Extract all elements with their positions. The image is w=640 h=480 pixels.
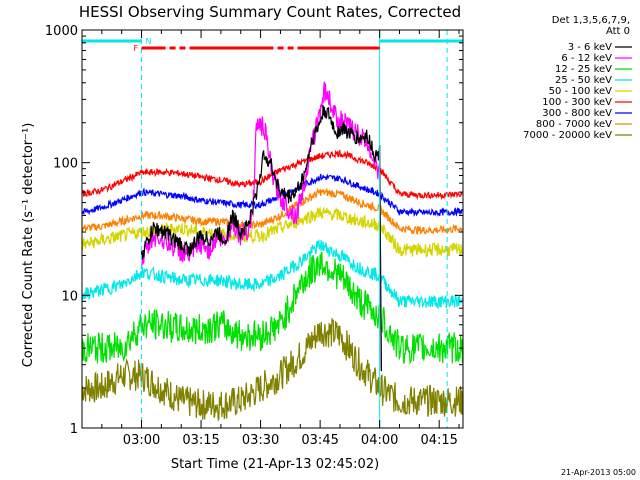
x-axis-label: Start Time (21-Apr-13 02:45:02) — [171, 457, 379, 472]
legend-label: 6 - 12 keV — [561, 53, 612, 64]
legend-label: 100 - 300 keV — [542, 97, 612, 108]
flag-label-f: F — [134, 44, 139, 53]
y-tick-label: 10 — [61, 289, 78, 304]
legend-label: 3 - 6 keV — [568, 42, 612, 53]
y-axis-label: Corrected Count Rate (s⁻¹ detector⁻¹) — [21, 123, 36, 368]
legend-label: 50 - 100 keV — [549, 86, 613, 97]
series-7000-20000-kev — [82, 318, 463, 422]
axis-layer: 03:00 03:15 03:30 03:45 04:00 04:15 1 10 100 1000 — [45, 24, 463, 448]
legend-label: 300 - 800 keV — [542, 108, 612, 119]
footer-date: 21-Apr-2013 05:00 — [561, 468, 636, 477]
attenuator-flags: NF — [82, 37, 463, 53]
series-12-25-kev — [82, 251, 463, 365]
series-layer — [82, 81, 463, 422]
flag-label-n: N — [146, 37, 152, 46]
legend-header: Att 0 — [606, 26, 630, 37]
series-300-800-kev — [82, 173, 463, 218]
x-tick-label: 03:45 — [301, 433, 338, 448]
series-800-7000-kev — [82, 187, 463, 236]
x-tick-label: 04:15 — [420, 433, 457, 448]
x-tick-label: 03:30 — [242, 433, 279, 448]
legend-label: 7000 - 20000 keV — [523, 130, 612, 141]
chart-title: HESSI Observing Summary Count Rates, Cor… — [79, 3, 461, 21]
legend-label: 800 - 7000 keV — [536, 119, 612, 130]
y-tick-label: 100 — [53, 157, 78, 172]
x-tick-label: 04:00 — [361, 433, 398, 448]
series-50-100-kev — [82, 206, 463, 258]
legend-label: 12 - 25 keV — [555, 64, 612, 75]
marker-layer — [141, 30, 448, 428]
legend-label: 25 - 50 keV — [555, 75, 612, 86]
x-tick-label: 03:15 — [182, 433, 219, 448]
legend-header: Det 1,3,5,6,7,9, — [552, 15, 630, 26]
plot-frame — [81, 29, 464, 429]
y-tick-label: 1 — [70, 422, 78, 437]
x-tick-label: 03:00 — [123, 433, 160, 448]
series-25-50-kev — [82, 238, 463, 310]
y-tick-label: 1000 — [45, 24, 78, 39]
series-3-6-kev — [140, 105, 382, 372]
